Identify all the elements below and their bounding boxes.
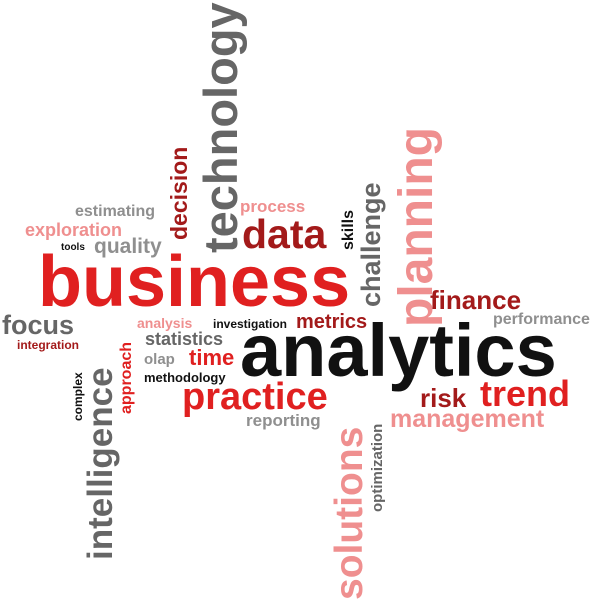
word-technology: technology — [194, 2, 247, 253]
word-statistics: statistics — [145, 329, 224, 349]
word-management: management — [390, 405, 545, 433]
word-decision: decision — [166, 146, 192, 240]
word-analytics: analytics — [240, 309, 557, 392]
word-challenge: challenge — [356, 182, 386, 307]
word-data: data — [242, 211, 327, 257]
word-reporting: reporting — [246, 411, 321, 430]
word-exploration: exploration — [25, 220, 123, 240]
word-methodology: methodology — [144, 370, 226, 385]
word-practice: practice — [182, 376, 328, 418]
word-optimization: optimization — [369, 423, 386, 512]
word-quality: quality — [94, 235, 162, 258]
word-integration: integration — [17, 338, 79, 352]
word-focus: focus — [2, 310, 75, 340]
word-solutions: solutions — [328, 426, 371, 600]
word-olap: olap — [144, 351, 175, 368]
word-approach: approach — [118, 341, 135, 414]
word-intelligence: intelligence — [81, 367, 120, 560]
word-trend: trend — [480, 373, 570, 414]
word-finance: finance — [430, 285, 522, 315]
word-metrics: metrics — [296, 311, 368, 333]
word-business: business — [38, 242, 351, 322]
word-performance: performance — [493, 311, 590, 328]
word-complex: complex — [71, 372, 85, 421]
word-time: time — [189, 345, 235, 370]
word-analysis: analysis — [137, 315, 193, 331]
word-tools: tools — [61, 242, 85, 253]
word-estimating: estimating — [75, 203, 156, 220]
word-risk: risk — [420, 383, 467, 413]
word-investigation: investigation — [213, 317, 288, 331]
word-process: process — [240, 197, 306, 216]
